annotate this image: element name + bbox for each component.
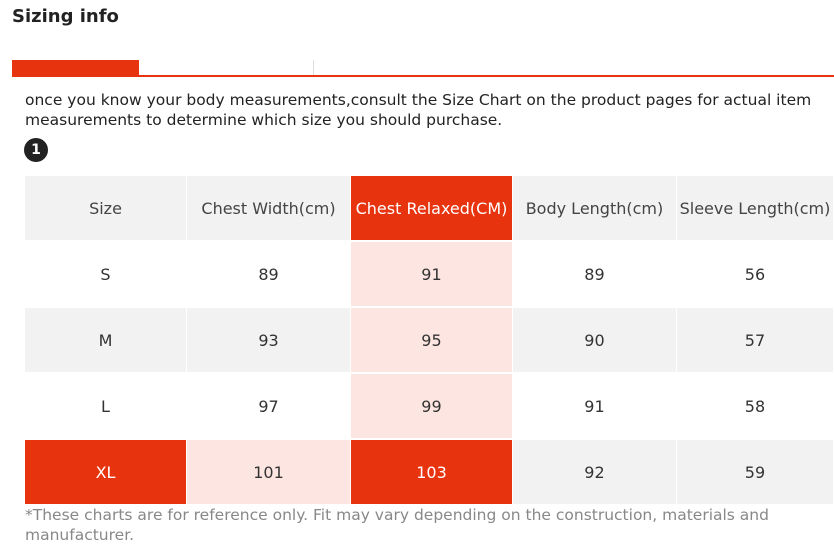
header-chest-width: Chest Width(cm): [187, 176, 350, 240]
tab-active-indicator[interactable]: [12, 60, 139, 76]
step-number-badge: 1: [24, 138, 48, 162]
table-cell: 58: [676, 374, 833, 438]
page-title: Sizing info: [12, 6, 119, 27]
table-cell: 57: [676, 308, 833, 372]
table-cell: 56: [676, 242, 833, 306]
tab-bar: [12, 60, 834, 78]
table-cell: 89: [512, 242, 676, 306]
table-cell: 59: [676, 440, 833, 504]
size-chart-table: Size Chest Width(cm) Chest Relaxed(CM) B…: [25, 175, 834, 505]
tab-separator: [313, 60, 314, 76]
intro-text: once you know your body measurements,con…: [25, 91, 812, 129]
table-header-row: Size Chest Width(cm) Chest Relaxed(CM) B…: [25, 175, 834, 241]
table-row-highlighted: XL 101 103 92 59: [25, 439, 834, 505]
footnote-text: *These charts are for reference only. Fi…: [25, 506, 769, 544]
table-cell-size: S: [25, 242, 186, 306]
header-sleeve-length: Sleeve Length(cm): [676, 176, 833, 240]
table-row: S 89 91 89 56: [25, 241, 834, 307]
table-cell-intersection: 103: [350, 440, 512, 504]
table-cell-size-highlighted: XL: [25, 440, 186, 504]
header-body-length: Body Length(cm): [512, 176, 676, 240]
tab-underline: [12, 75, 834, 77]
table-cell: 93: [187, 308, 350, 372]
table-cell-highlighted: 91: [350, 242, 512, 306]
table-row: M 93 95 90 57: [25, 307, 834, 373]
table-row: L 97 99 91 58: [25, 373, 834, 439]
table-cell-highlighted: 99: [350, 374, 512, 438]
table-cell: 90: [512, 308, 676, 372]
table-cell: 92: [512, 440, 676, 504]
table-cell-highlighted: 95: [350, 308, 512, 372]
table-cell: 89: [187, 242, 350, 306]
table-cell: 97: [187, 374, 350, 438]
header-chest-relaxed: Chest Relaxed(CM): [350, 176, 512, 240]
table-cell-size: M: [25, 308, 186, 372]
table-cell-size: L: [25, 374, 186, 438]
header-size: Size: [25, 176, 186, 240]
table-cell-highlighted: 101: [187, 440, 350, 504]
table-cell: 91: [512, 374, 676, 438]
